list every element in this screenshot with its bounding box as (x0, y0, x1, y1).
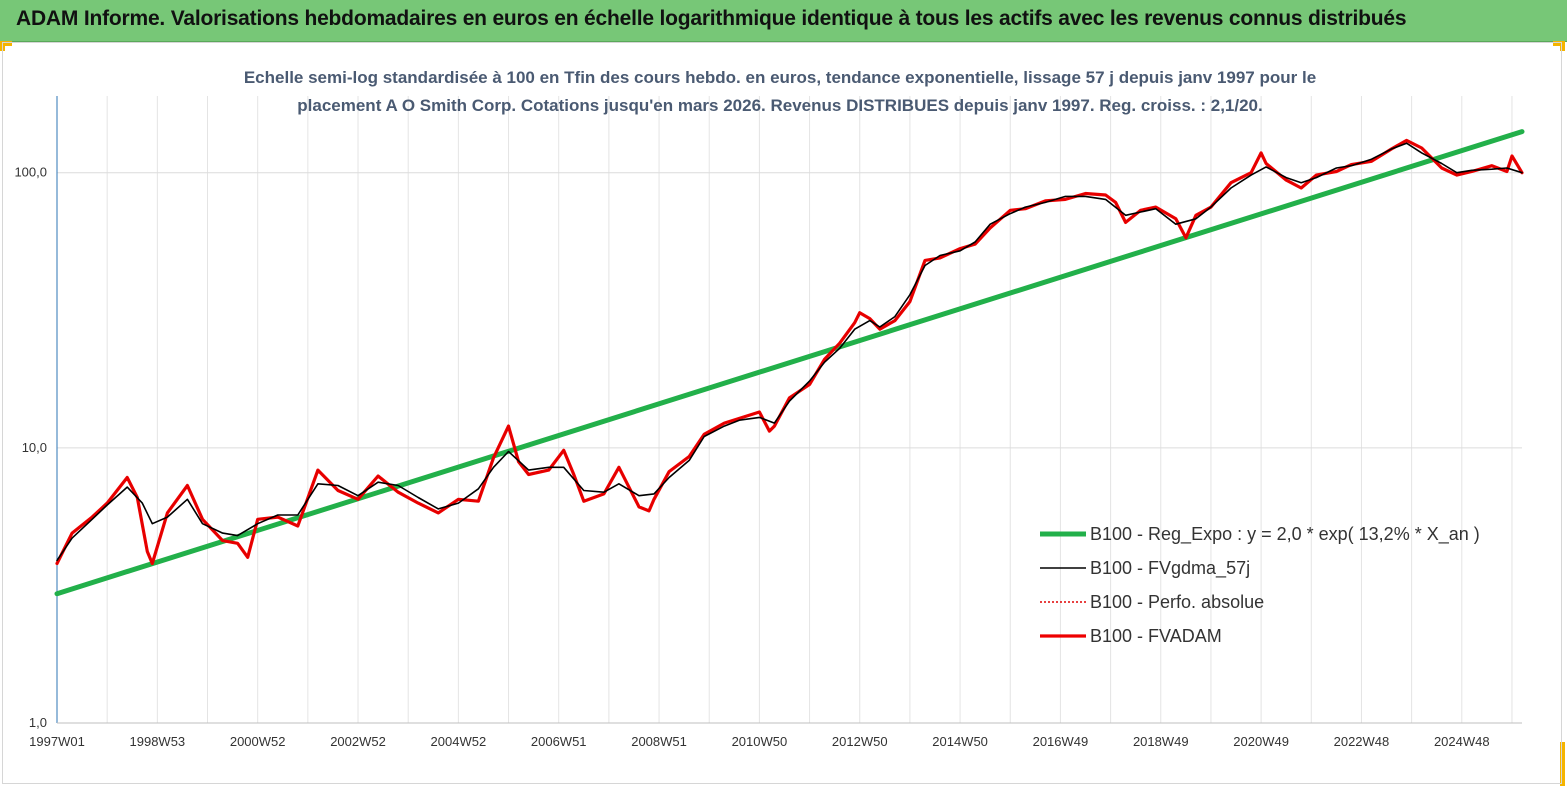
series-line-gdma (56, 142, 1523, 562)
series-line-perfo (56, 139, 1523, 565)
legend-label: B100 - FVADAM (1090, 626, 1222, 646)
x-tick-label: 2006W51 (531, 734, 587, 749)
legend-label: B100 - FVgdma_57j (1090, 558, 1250, 579)
x-tick-label: 2020W49 (1233, 734, 1289, 749)
x-tick-label: 2010W50 (732, 734, 788, 749)
legend-label: B100 - Reg_Expo : y = 2,0 * exp( 13,2% *… (1090, 524, 1480, 545)
x-tick-label: 1997W01 (29, 734, 85, 749)
axis-layer: 1,0 10,0 100,0 1997W01 1998W53 2000W52 2002W52… (14, 96, 1522, 749)
corner-accent-top-right-v (1560, 41, 1565, 51)
x-tick-label: 2004W52 (431, 734, 487, 749)
x-tick-label: 2008W51 (631, 734, 687, 749)
y-tick-label: 1,0 (29, 715, 47, 730)
x-tick-label: 2000W52 (230, 734, 286, 749)
series-line-fvadam (55, 138, 1524, 566)
legend-label: B100 - Perfo. absolue (1090, 592, 1264, 612)
chart-title-line-2: placement A O Smith Corp. Cotations jusq… (297, 96, 1263, 115)
chart-title: Echelle semi-log standardisée à 100 en T… (150, 64, 1410, 120)
grid-layer (56, 96, 1522, 724)
x-tick-label: 2012W50 (832, 734, 888, 749)
chart-title-line-1: Echelle semi-log standardisée à 100 en T… (243, 68, 1317, 87)
header-title: ADAM Informe. Valorisations hebdomadaire… (16, 7, 1407, 30)
legend: B100 - Reg_Expo : y = 2,0 * exp( 13,2% *… (1040, 524, 1480, 646)
x-tick-label: 2016W49 (1033, 734, 1089, 749)
corner-accent-top-right (1553, 41, 1565, 46)
y-tick-label: 100,0 (14, 165, 47, 180)
corner-accent-top-left (0, 41, 12, 46)
chart-frame (2, 42, 1562, 784)
x-tick-label: 2014W50 (932, 734, 988, 749)
x-tick-label: 2022W48 (1334, 734, 1390, 749)
corner-accent-bottom-right (1560, 742, 1565, 786)
x-tick-label: 2018W49 (1133, 734, 1189, 749)
x-tick-label: 2002W52 (330, 734, 386, 749)
x-tick-label: 1998W53 (130, 734, 186, 749)
header-bar: ADAM Informe. Valorisations hebdomadaire… (0, 0, 1567, 42)
series-layer (54, 129, 1525, 597)
y-tick-label: 10,0 (22, 440, 47, 455)
x-tick-label: 2024W48 (1434, 734, 1490, 749)
